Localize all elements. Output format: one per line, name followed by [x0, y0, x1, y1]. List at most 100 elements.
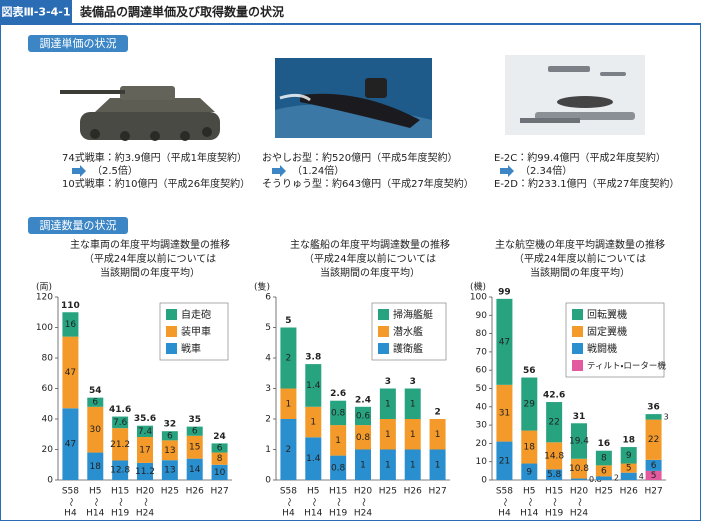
y-tick-label: 4: [265, 354, 271, 364]
bar-segment: [404, 388, 421, 419]
bar-value-label: 6: [167, 431, 173, 441]
bar-value-label: 3: [664, 412, 669, 421]
bar-total-label: 2.6: [330, 389, 346, 399]
bar-total-label: 35: [188, 415, 201, 425]
y-tick-label: 20: [476, 439, 488, 449]
x-tick-label: H25: [595, 487, 613, 497]
legend-label: 掃海艦艇: [393, 308, 433, 321]
bar-segment: [620, 472, 637, 480]
x-tick-label: H19: [111, 509, 129, 519]
legend-swatch: [572, 360, 583, 371]
bar-value-label: 47: [65, 440, 76, 450]
bar-value-label: 18: [524, 443, 536, 453]
bar-segment: [161, 460, 178, 480]
bar-value-label: 5: [626, 464, 632, 474]
bar-value-label: 6: [92, 398, 98, 408]
bar-value-label: 17: [139, 445, 150, 455]
x-tick-label: H14: [304, 509, 322, 519]
bar-segment: [112, 416, 129, 429]
bar-value-label: 14: [189, 465, 201, 475]
bar-value-label: 1: [435, 460, 441, 470]
bar-value-label: 22: [548, 418, 559, 428]
y-tick-label: 30: [476, 421, 488, 431]
x-tick-label: H27: [644, 487, 662, 497]
bar-segment: [330, 455, 347, 480]
y-tick-label: 0: [47, 476, 53, 486]
x-tick-label: H24: [354, 509, 372, 519]
x-tick-label: H26: [404, 487, 422, 497]
bar-value-label: 2: [286, 445, 292, 455]
bar-total-label: 31: [573, 412, 586, 422]
bar-segment: [379, 449, 396, 480]
bar-value-label: 1: [385, 399, 391, 409]
bar-total-label: 2: [434, 408, 440, 418]
figure-no-box: [0, 0, 72, 24]
photo-submarine: [275, 58, 432, 138]
bar-value-label: 18: [90, 462, 102, 472]
x-tick-label: H27: [428, 487, 446, 497]
bar-value-label: 1: [360, 460, 366, 470]
arrow: [272, 165, 286, 177]
bar-segment: [137, 462, 153, 480]
legend-swatch: [166, 326, 177, 337]
bar-value-label: 8: [601, 454, 607, 464]
price-ratio: （2.5倍）: [92, 165, 138, 177]
y-tick-label: 40: [42, 415, 54, 425]
bar-value-label: 1.4: [306, 381, 321, 391]
bar-total-label: 18: [622, 436, 635, 446]
bar-value-label: 47: [499, 337, 510, 347]
bar-value-label: 1: [410, 430, 416, 440]
figure-no: 図表Ⅲ-3-4-1: [1, 5, 70, 19]
chart-title: 主な車両の年度平均調達数量の推移: [70, 238, 230, 251]
legend-swatch: [378, 343, 389, 354]
bar-segment: [645, 470, 662, 480]
y-tick-label: 80: [476, 329, 488, 339]
x-tick-label: ～: [115, 497, 125, 506]
y-tick-label: 6: [265, 293, 271, 303]
bar-segment: [571, 458, 587, 479]
y-tick-label: 2: [265, 415, 271, 425]
bar-total-label: 54: [89, 386, 102, 396]
x-tick-label: ～: [65, 497, 75, 506]
y-tick-label: 1: [265, 445, 271, 455]
legend-swatch: [572, 309, 583, 320]
bar-segment: [186, 435, 203, 459]
bar-segment: [87, 397, 104, 407]
x-tick-label: H25: [379, 487, 397, 497]
bar-segment: [62, 312, 79, 337]
x-tick-label: H14: [86, 509, 104, 519]
bar-value-label: 13: [164, 466, 175, 476]
y-tick-label: 40: [476, 402, 488, 412]
bar-segment: [137, 425, 153, 437]
bar-value-label: 6: [601, 466, 607, 476]
bar-segment: [620, 447, 637, 464]
bar-value-label: 22: [648, 435, 659, 445]
bar-segment: [87, 452, 104, 480]
x-tick-label: H24: [570, 509, 588, 519]
bar-segment: [379, 388, 396, 419]
x-tick-label: H26: [186, 487, 204, 497]
bar-segment: [571, 478, 587, 480]
bar-segment: [379, 419, 396, 450]
bar-segment: [186, 426, 203, 436]
x-tick-label: H26: [620, 487, 638, 497]
x-tick-label: H5: [307, 487, 320, 497]
bar-value-label: 0.8: [589, 475, 602, 484]
chart-title: 主な航空機の年度平均調達数量の推移: [495, 238, 665, 251]
bar-total-label: 3: [385, 377, 391, 387]
bar-segment: [161, 440, 178, 461]
bar-value-label: 6: [651, 461, 657, 471]
bar-total-label: 99: [498, 287, 511, 297]
x-tick-label: H14: [520, 509, 538, 519]
legend-swatch: [378, 326, 389, 337]
bar-total-label: 32: [164, 420, 177, 430]
legend-swatch: [572, 343, 583, 354]
x-tick-label: ～: [140, 497, 150, 506]
x-tick-label: H15: [329, 487, 347, 497]
bar-segment: [355, 406, 371, 426]
x-tick-label: H19: [329, 509, 347, 519]
y-tick-label: 20: [42, 445, 54, 455]
y-tick-label: 100: [36, 323, 53, 333]
bar-total-label: 24: [213, 432, 226, 442]
x-tick-label: S58: [280, 487, 297, 497]
